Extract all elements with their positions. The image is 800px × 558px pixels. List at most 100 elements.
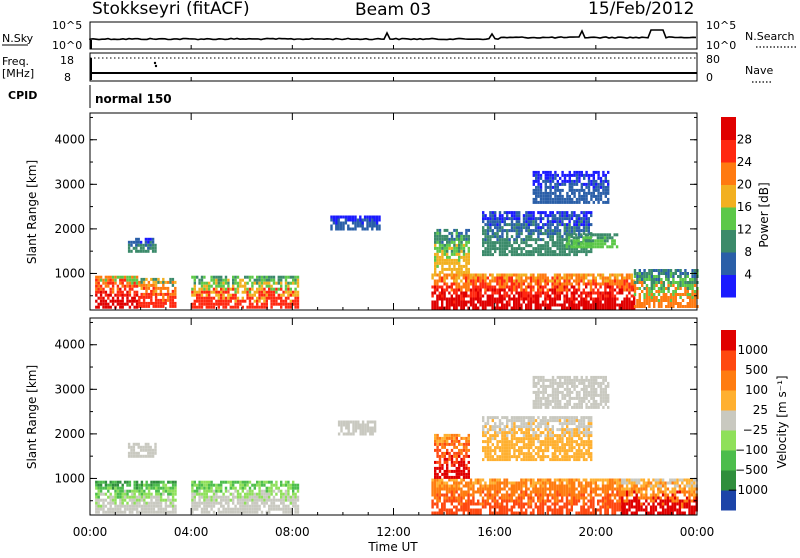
data-cell [438,285,441,289]
data-cell [537,244,540,248]
data-cell [155,492,158,496]
data-cell [520,496,523,500]
data-cell [460,490,463,494]
data-cell [296,275,300,279]
data-cell [169,298,172,302]
data-cell [455,469,458,473]
data-cell [599,294,602,298]
data-cell [563,247,566,251]
data-cell [482,214,485,218]
data-cell [580,279,583,283]
data-cell [558,223,562,227]
data-cell [123,293,127,297]
data-cell [443,502,446,506]
data-cell [441,466,444,470]
data-cell [539,490,542,494]
data-cell [535,173,538,177]
data-cell [575,239,578,243]
data-cell [592,194,595,198]
data-cell [553,499,557,503]
data-cell [236,498,240,502]
data-cell [587,294,590,298]
data-cell [138,304,141,308]
data-cell [484,273,487,277]
data-cell [556,200,559,204]
data-cell [604,484,607,488]
data-cell [575,288,578,292]
data-cell [501,294,504,298]
data-cell [448,496,451,500]
data-cell [565,490,569,494]
data-cell [577,294,581,298]
data-cell [508,294,511,298]
data-cell [604,279,607,283]
data-cell [102,486,105,490]
data-cell [558,253,562,257]
data-cell [224,290,228,294]
data-cell [681,478,684,482]
data-cell [671,490,674,494]
data-cell [660,287,663,290]
data-cell [558,493,561,497]
data-cell [563,226,566,230]
data-cell [498,484,501,488]
data-cell [590,191,593,195]
data-cell [606,487,609,491]
data-cell [143,504,146,508]
data-cell [544,247,547,251]
data-cell [684,281,687,284]
data-cell [126,281,129,285]
data-cell [585,282,588,286]
data-cell [251,296,254,300]
data-cell [157,510,160,514]
data-cell [131,504,134,508]
data-cell [157,498,160,502]
data-cell [142,243,145,247]
data-cell [503,505,506,509]
data-cell [438,273,441,277]
data-cell [653,296,656,299]
data-cell [592,499,595,503]
data-cell [575,233,578,237]
data-cell [556,493,559,497]
data-cell [465,270,468,274]
data-cell [253,492,256,496]
data-cell [589,499,593,503]
data-cell [455,505,458,509]
data-cell [453,460,456,464]
data-cell [573,194,576,198]
data-cell [489,235,492,239]
data-cell [563,217,566,221]
data-cell [212,281,216,285]
data-cell [434,439,437,443]
data-cell [102,299,105,303]
data-cell [616,499,619,503]
data-cell [505,300,509,304]
data-cell [558,279,561,283]
data-cell [573,490,576,494]
data-cell [457,502,461,506]
data-cell [438,231,442,235]
data-cell [107,293,110,297]
data-cell [647,511,650,515]
data-cell [453,303,456,307]
data-cell [635,478,638,482]
data-cell [520,241,523,245]
data-cell [239,507,242,511]
data-cell [484,481,487,485]
data-cell [501,220,504,224]
data-cell [460,457,463,461]
data-cell [657,487,660,491]
data-cell [446,451,449,455]
data-cell [683,487,686,491]
data-cell [575,229,578,233]
data-cell [544,223,547,227]
data-cell [244,492,247,496]
data-cell [191,498,194,502]
data-cell [635,505,638,509]
data-cell [599,511,602,515]
data-cell [149,240,152,244]
data-cell [220,299,223,303]
data-cell [493,279,497,283]
data-cell [450,285,453,289]
